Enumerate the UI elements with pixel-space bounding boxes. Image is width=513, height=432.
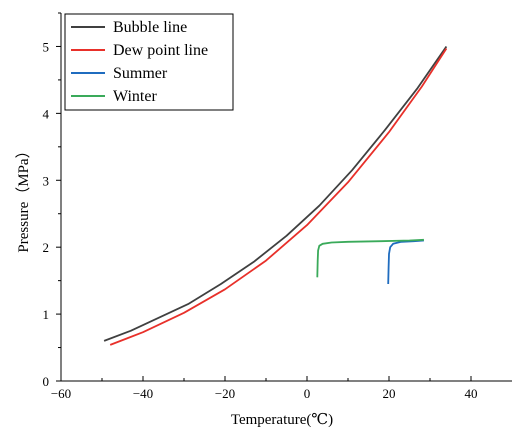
legend: Bubble line Dew point line Summer Winter: [64, 13, 234, 111]
y-tick-label: 5: [43, 39, 50, 54]
x-tick-label: 0: [304, 386, 311, 401]
legend-label: Winter: [113, 88, 157, 105]
y-tick-label: 4: [43, 106, 50, 121]
x-axis-label: Temperature(℃): [231, 412, 333, 428]
y-tick-label: 0: [43, 374, 50, 389]
legend-box: [64, 13, 234, 111]
y-tick-label: 1: [43, 307, 50, 322]
y-axis-label: Pressure（MPa）: [15, 143, 32, 252]
y-tick-label: 3: [43, 173, 50, 188]
legend-label: Bubble line: [113, 19, 187, 36]
x-tick-label: 40: [465, 386, 478, 401]
x-tick-label: −40: [133, 386, 153, 401]
series-line-winter: [316, 238, 424, 278]
x-tick-label: −60: [51, 386, 71, 401]
legend-label: Summer: [113, 65, 168, 82]
y-axis-ticks: 0 1 2 3 4 5: [43, 12, 61, 389]
series-line-dew-point-line: [109, 48, 448, 346]
series-line-summer: [387, 239, 424, 285]
legend-label: Dew point line: [113, 42, 208, 59]
axes: [60, 13, 512, 382]
series-lines: [103, 45, 448, 346]
series-line-bubble-line: [103, 45, 448, 342]
y-tick-label: 2: [43, 240, 50, 255]
x-tick-label: −20: [215, 386, 235, 401]
x-axis-ticks: −60 −40 −20 0 20 40: [51, 376, 478, 401]
x-tick-label: 20: [383, 386, 396, 401]
